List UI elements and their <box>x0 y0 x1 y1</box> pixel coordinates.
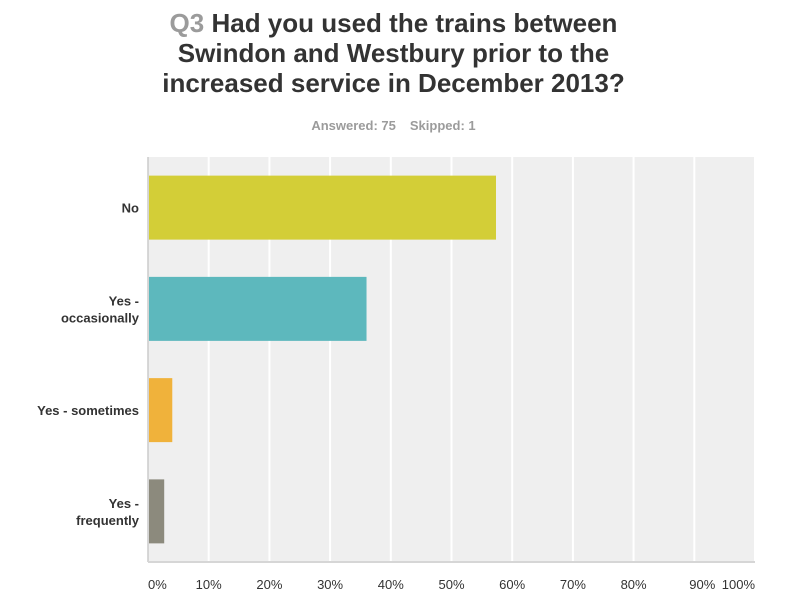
category-label: Yes - <box>109 293 139 308</box>
x-tick-label: 90% <box>689 577 715 592</box>
question-number: Q3 <box>169 8 205 38</box>
x-tick-label: 60% <box>499 577 525 592</box>
x-tick-label: 40% <box>378 577 404 592</box>
category-label: Yes - <box>109 496 139 511</box>
category-label: occasionally <box>61 310 140 325</box>
bar-1 <box>149 276 367 341</box>
x-tick-label: 20% <box>256 577 282 592</box>
x-tick-label: 70% <box>560 577 586 592</box>
x-tick-label: 50% <box>438 577 464 592</box>
bar-2 <box>149 378 173 443</box>
response-stats: Answered: 75 Skipped: 1 <box>120 118 667 133</box>
bar-0 <box>149 175 496 240</box>
answered-count: Answered: 75 <box>311 118 396 133</box>
x-tick-label: 80% <box>621 577 647 592</box>
x-tick-label: 30% <box>317 577 343 592</box>
question-text: Had you used the trains between Swindon … <box>162 8 625 98</box>
bar-3 <box>149 479 165 544</box>
category-label: No <box>122 201 139 216</box>
skipped-count: Skipped: 1 <box>409 118 476 133</box>
category-label: Yes - sometimes <box>37 403 139 418</box>
chart-title: Q3 Had you used the trains between Swind… <box>120 8 667 98</box>
x-tick-label: 100% <box>722 577 756 592</box>
category-label: frequently <box>76 513 140 528</box>
x-tick-label: 0% <box>148 577 167 592</box>
x-tick-label: 10% <box>196 577 222 592</box>
